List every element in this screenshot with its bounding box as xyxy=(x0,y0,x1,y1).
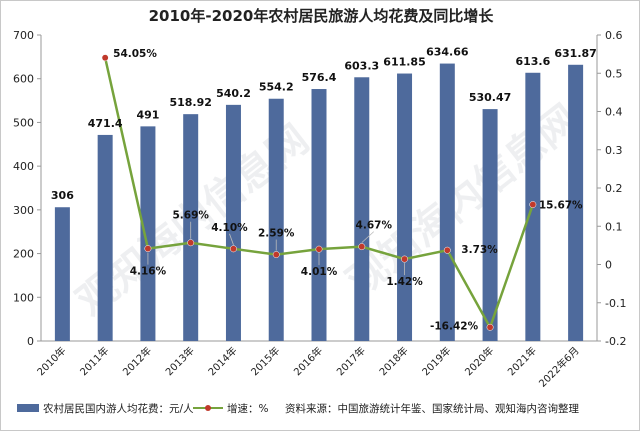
source-note: 资料来源：中国旅游统计年鉴、国家统计局、观知海内咨询整理 xyxy=(285,402,579,415)
bar-value-label: 631.87 xyxy=(554,47,596,60)
growth-value-label: -16.42% xyxy=(430,320,479,332)
label-leader xyxy=(361,231,375,243)
bar xyxy=(439,63,455,341)
growth-value-label: 5.69% xyxy=(172,210,209,222)
x-tick-label: 2019年 xyxy=(419,344,453,378)
x-tick-label: 2021年 xyxy=(505,344,539,378)
bar-value-label: 554.2 xyxy=(259,81,294,94)
x-tick-label: 2017年 xyxy=(334,344,368,378)
x-tick-label: 2014年 xyxy=(205,344,239,378)
growth-point xyxy=(230,245,237,253)
growth-value-label: 15.67% xyxy=(539,200,583,212)
y-right-tick-label: 0.4 xyxy=(605,106,623,119)
bar-value-label: 306 xyxy=(51,189,74,202)
bar-value-label: 491 xyxy=(136,108,159,121)
growth-point xyxy=(101,54,109,62)
bar xyxy=(397,73,413,341)
y-left-tick-label: 500 xyxy=(13,116,34,129)
bar-value-label: 611.85 xyxy=(383,56,425,69)
y-left-tick-label: 100 xyxy=(13,291,34,304)
growth-point xyxy=(144,245,152,253)
data-labels: 306 471.4 491 518.92 540.2 554.2 576.4 603.3 611… xyxy=(51,46,597,333)
bar-value-label: 613.6 xyxy=(515,55,550,68)
legend-swatch-bar xyxy=(17,404,39,412)
y-right-tick-label: 0.6 xyxy=(605,29,623,42)
bar xyxy=(140,126,156,341)
growth-point xyxy=(315,245,323,253)
bar xyxy=(568,64,584,342)
label-leader xyxy=(229,233,234,245)
chart-title: 2010年-2020年农村居民旅游人均花费及同比增长 xyxy=(149,7,495,25)
x-tick-label: 2011年 xyxy=(77,344,111,378)
growth-value-label: 4.67% xyxy=(356,220,393,232)
y-right-tick-label: -0.2 xyxy=(605,335,626,348)
bar-value-label: 634.66 xyxy=(426,46,469,59)
bar xyxy=(311,89,327,342)
bar-value-label: 576.4 xyxy=(302,71,337,84)
bar xyxy=(97,134,113,341)
y-right-tick-label: 0.2 xyxy=(605,182,623,195)
bar-value-label: 471.4 xyxy=(88,117,123,130)
growth-point xyxy=(272,251,280,259)
x-tick-label: 2020年 xyxy=(462,344,496,378)
bar-value-label: 603.3 xyxy=(344,59,379,72)
y-right-tick-label: 0 xyxy=(605,259,612,272)
bar-series xyxy=(54,63,584,342)
x-tick-label: 2010年 xyxy=(34,344,68,378)
y-right-tick-label: 0.3 xyxy=(605,144,623,157)
line-series xyxy=(101,54,537,331)
y-right-tick-label: 0.1 xyxy=(605,220,623,233)
legend: 农村居民国内游人均花费：元/人 增速：% 资料来源：中国旅游统计年鉴、国家统计局… xyxy=(17,402,579,415)
y-left-tick-label: 600 xyxy=(13,73,34,86)
bar xyxy=(482,109,498,341)
bar-value-label: 540.2 xyxy=(216,87,251,100)
y-left-tick-label: 400 xyxy=(13,160,34,173)
growth-point xyxy=(358,243,366,251)
y-left-tick-label: 700 xyxy=(13,29,34,42)
x-tick-label: 2016年 xyxy=(291,344,325,378)
x-tick-label: 2012年 xyxy=(120,344,154,378)
x-tick-label: 2018年 xyxy=(376,344,410,378)
y-right-tick-label: -0.1 xyxy=(605,297,626,310)
bar-value-label: 518.92 xyxy=(169,96,211,109)
bar-value-label: 530.47 xyxy=(469,91,511,104)
bar xyxy=(225,104,241,341)
growth-point xyxy=(529,201,537,209)
legend-label-line: 增速：% xyxy=(227,402,268,415)
growth-point xyxy=(187,239,195,247)
growth-value-label: 1.42% xyxy=(386,276,423,288)
x-tick-label: 2013年 xyxy=(163,344,197,378)
growth-point xyxy=(443,246,451,254)
x-tick-label: 2015年 xyxy=(248,344,282,378)
growth-value-label: 4.10% xyxy=(211,222,248,234)
growth-value-label: 4.16% xyxy=(130,266,167,278)
legend-label-bar: 农村居民国内游人均花费：元/人 xyxy=(43,402,194,415)
x-tick-label: 2022年6月 xyxy=(536,344,582,390)
bar xyxy=(268,98,284,341)
y-left-tick-label: 200 xyxy=(13,248,34,261)
growth-point xyxy=(401,255,408,263)
growth-value-label: 2.59% xyxy=(258,228,295,240)
y-left-tick-label: 0 xyxy=(27,335,34,348)
growth-value-label: 3.73% xyxy=(461,244,498,256)
y-right-tick-label: 0.5 xyxy=(605,67,623,80)
growth-point xyxy=(486,323,494,331)
growth-value-label: 54.05% xyxy=(113,48,157,60)
y-left-tick-label: 300 xyxy=(13,204,34,217)
bar xyxy=(54,207,70,341)
bar xyxy=(354,77,370,341)
legend-swatch-marker xyxy=(205,405,211,411)
growth-value-label: 4.01% xyxy=(301,266,338,278)
